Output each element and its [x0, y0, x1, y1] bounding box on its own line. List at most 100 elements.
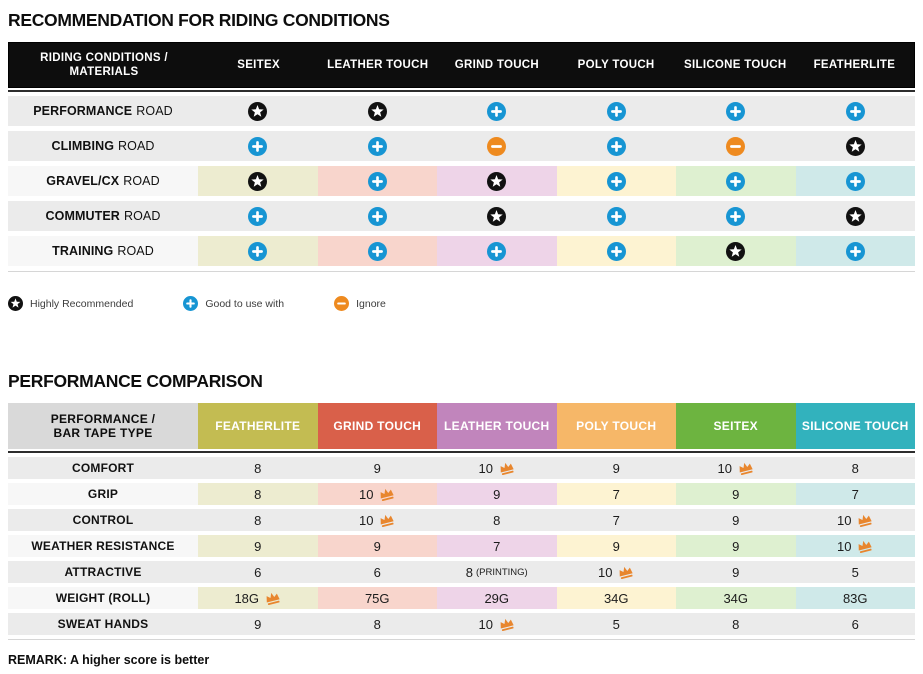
score-value: 10	[837, 512, 852, 528]
recommendation-cell	[556, 201, 676, 231]
table2-bottom-rule	[8, 639, 915, 640]
table2-column-header: GRIND TOUCH	[317, 403, 437, 449]
performance-label: WEIGHT (ROLL)	[8, 587, 198, 609]
plus-icon	[367, 206, 387, 226]
table1-column-header: SEITEX	[237, 59, 280, 71]
plus-icon	[606, 136, 626, 156]
score-value: 8	[465, 564, 473, 580]
score-cell: 8 (PRINTING)	[437, 561, 557, 583]
riding-condition-label-rest: ROAD	[123, 209, 161, 223]
score-cell: 7	[556, 509, 676, 531]
recommendation-cell	[676, 131, 796, 161]
riding-condition-label-bold: CLIMBING	[51, 139, 115, 153]
plus-icon	[845, 171, 865, 191]
plus-icon	[606, 101, 626, 121]
score-cell: 83G	[795, 587, 915, 609]
score-value: 10	[359, 512, 374, 528]
score-value: 8	[851, 460, 859, 476]
riding-condition-label: GRAVEL/CX ROAD	[8, 166, 198, 196]
score-suffix: (PRINTING)	[476, 566, 528, 578]
plus-icon	[726, 171, 746, 191]
score-value: 10	[359, 486, 374, 502]
score-cell: 9	[556, 535, 676, 557]
table2-column-header: LEATHER TOUCH	[437, 403, 557, 449]
score-value: 10	[478, 616, 493, 632]
recommendation-cell	[556, 166, 676, 196]
recommendation-cell	[317, 131, 437, 161]
star-icon	[726, 241, 746, 261]
score-value: 75G	[364, 590, 390, 606]
legend-item: Good to use with	[183, 296, 284, 311]
plus-icon	[183, 296, 199, 311]
score-cell: 8	[795, 457, 915, 479]
score-cell: 9	[676, 509, 796, 531]
score-value: 9	[612, 460, 620, 476]
score-cell: 7	[795, 483, 915, 505]
table2-header-label: PERFORMANCE / BAR TAPE TYPE	[8, 403, 198, 449]
score-cell: 10	[676, 457, 796, 479]
performance-row: GRIP 8 10 9 7 9 7	[8, 483, 915, 505]
table1-column-header: LEATHER TOUCH	[327, 59, 429, 71]
riding-condition-label: PERFORMANCE ROAD	[8, 96, 198, 126]
recommendation-cell	[198, 131, 318, 161]
score-cell: 5	[556, 613, 676, 635]
riding-condition-label-rest: ROAD	[117, 244, 154, 258]
score-cell: 10	[795, 509, 915, 531]
plus-icon	[248, 241, 268, 261]
score-cell: 8	[198, 509, 318, 531]
recommendation-cell	[676, 166, 796, 196]
score-cell: 34G	[676, 587, 796, 609]
performance-row: SWEAT HANDS 9 8 10 5 8 6	[8, 613, 915, 635]
score-value: 5	[851, 564, 859, 580]
star-icon	[487, 206, 507, 226]
table2-header: PERFORMANCE / BAR TAPE TYPE FEATHERLITE G…	[8, 403, 915, 449]
plus-icon	[845, 101, 865, 121]
table1-header-label-line2: MATERIALS	[69, 66, 139, 78]
recommendation-cell	[437, 96, 557, 126]
score-cell: 8	[676, 613, 796, 635]
crown-icon	[378, 487, 395, 501]
score-cell: 9	[317, 457, 437, 479]
score-cell: 6	[317, 561, 437, 583]
recommendation-cell	[556, 236, 676, 266]
score-cell: 8	[437, 509, 557, 531]
score-cell: 6	[795, 613, 915, 635]
table2-title: PERFORMANCE COMPARISON	[8, 371, 263, 391]
performance-row: COMFORT 8 9 10 9 10 8	[8, 457, 915, 479]
plus-icon	[248, 206, 268, 226]
recommendation-cell	[795, 201, 915, 231]
table1-column-header: GRIND TOUCH	[454, 59, 540, 71]
star-icon	[487, 171, 507, 191]
score-value: 9	[254, 538, 262, 554]
plus-icon	[606, 241, 626, 261]
score-value: 8	[732, 616, 740, 632]
table2-header-label-line1: PERFORMANCE /	[50, 412, 156, 426]
score-value: 34G	[723, 590, 749, 606]
recommendation-cell	[198, 236, 318, 266]
recommendation-cell	[437, 201, 557, 231]
legend-label: Highly Recommended	[30, 297, 134, 310]
star-icon	[845, 206, 865, 226]
score-cell: 10	[317, 509, 437, 531]
riding-condition-row: GRAVEL/CX ROAD	[8, 166, 915, 196]
riding-condition-row: CLIMBING ROAD	[8, 131, 915, 161]
star-icon	[845, 136, 865, 156]
score-value: 34G	[603, 590, 629, 606]
score-value: 8	[254, 512, 262, 528]
score-value: 9	[373, 538, 381, 554]
score-value: 9	[493, 486, 501, 502]
performance-label: WEATHER RESISTANCE	[8, 535, 198, 557]
riding-condition-label-bold: GRAVEL/CX	[46, 174, 120, 188]
score-value: 9	[612, 538, 620, 554]
score-value: 10	[837, 538, 852, 554]
riding-condition-row: COMMUTER ROAD	[8, 201, 915, 231]
recommendation-cell	[198, 201, 318, 231]
table1-header-label: RIDING CONDITIONS / MATERIALS	[9, 43, 199, 87]
table2-column-header: SILICONE TOUCH	[795, 403, 915, 449]
plus-icon	[845, 241, 865, 261]
score-cell: 10	[317, 483, 437, 505]
recommendation-cell	[317, 236, 437, 266]
score-value: 9	[254, 616, 262, 632]
score-value: 6	[851, 616, 859, 632]
plus-icon	[367, 171, 387, 191]
